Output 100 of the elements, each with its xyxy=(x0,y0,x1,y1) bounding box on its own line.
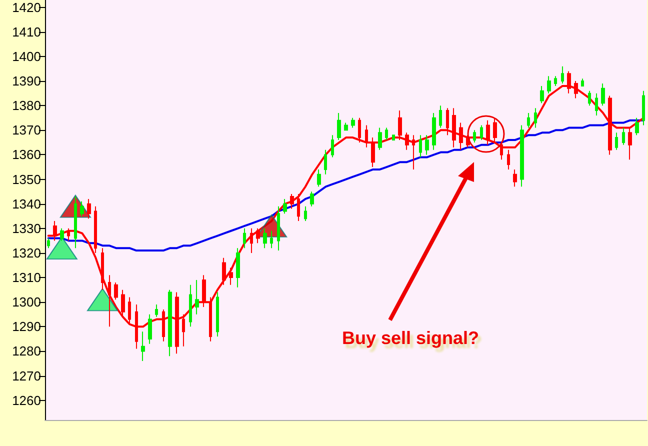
candlestick xyxy=(358,117,361,143)
candlestick xyxy=(520,124,524,188)
y-tick-label: 1260 xyxy=(12,392,41,408)
candlestick xyxy=(310,191,314,207)
candlestick xyxy=(371,137,375,168)
candlestick xyxy=(114,282,118,300)
candlestick xyxy=(608,95,612,156)
candlestick xyxy=(324,149,327,175)
y-tick-label: 1400 xyxy=(12,48,41,64)
candlestick xyxy=(378,127,382,150)
candlestick xyxy=(615,132,618,150)
candlestick xyxy=(80,200,84,217)
candlestick xyxy=(459,122,463,150)
candlestick xyxy=(290,194,294,210)
point xyxy=(86,288,118,312)
candlestick xyxy=(493,117,497,143)
candlestick xyxy=(513,168,517,188)
candlestick xyxy=(155,304,158,318)
candlestick xyxy=(60,228,64,242)
candlestick xyxy=(216,292,219,337)
candlestick xyxy=(642,90,645,126)
candlestick xyxy=(128,296,131,325)
candlestick xyxy=(256,228,260,244)
y-tick-label: 1300 xyxy=(12,294,41,310)
candlestick xyxy=(622,127,625,146)
candlestick xyxy=(425,134,429,156)
candlestick xyxy=(229,267,233,286)
candlestick xyxy=(588,90,591,106)
candlestick xyxy=(101,248,104,290)
y-tick-label: 1310 xyxy=(12,270,41,286)
candlestick xyxy=(452,108,456,148)
annotation: Buy sell signal? xyxy=(342,328,480,349)
candlestick xyxy=(250,228,253,254)
candlestick xyxy=(283,198,287,214)
y-tick-label: 1340 xyxy=(12,196,41,212)
candlestick xyxy=(561,66,564,84)
candlestick xyxy=(74,196,77,249)
candlestick xyxy=(195,280,199,315)
point xyxy=(46,236,78,260)
candlestick xyxy=(304,206,307,222)
candlestick xyxy=(412,134,415,170)
y-tick-label: 1420 xyxy=(12,0,41,15)
candlestick xyxy=(628,127,632,160)
candlestick xyxy=(222,257,226,286)
candlestick xyxy=(121,289,125,318)
candlestick xyxy=(419,134,422,158)
candlestick xyxy=(486,120,490,146)
candlestick xyxy=(47,238,50,249)
y-tick-label: 1320 xyxy=(12,245,41,260)
candlestick xyxy=(554,76,557,86)
candlestick xyxy=(189,284,192,328)
candlestick xyxy=(527,112,530,128)
candlestick xyxy=(202,274,206,308)
candlestick xyxy=(398,110,402,140)
candlestick xyxy=(601,83,605,106)
candlestick xyxy=(405,132,409,150)
candlestick xyxy=(500,142,503,160)
candlestick xyxy=(243,228,246,249)
candlestick xyxy=(432,112,436,150)
candlestick xyxy=(595,92,598,116)
candlestick xyxy=(263,228,267,249)
y-tick-label: 1410 xyxy=(12,24,41,40)
candlestick xyxy=(67,228,70,242)
candlestick xyxy=(480,124,483,140)
candlestick xyxy=(534,108,537,128)
candlestick xyxy=(473,130,476,143)
y-tick-label: 1370 xyxy=(12,122,41,138)
y-tick-label: 1350 xyxy=(12,172,41,187)
candlestick xyxy=(331,134,334,158)
candlestick xyxy=(344,122,348,131)
candlestick xyxy=(540,85,544,104)
candlestick xyxy=(635,117,639,136)
candlestick xyxy=(168,289,172,357)
candlestick xyxy=(297,194,300,222)
y-tick-label: 1290 xyxy=(12,319,41,334)
candlestick xyxy=(385,127,388,140)
candlestick xyxy=(94,206,97,254)
y-tick-label: 1360 xyxy=(12,147,41,162)
candlestick xyxy=(547,76,551,94)
candlestick xyxy=(581,78,584,86)
candlestick xyxy=(439,105,442,128)
candlestick xyxy=(148,314,152,344)
candlestick xyxy=(53,220,57,242)
candlestick xyxy=(270,230,273,249)
candlestick xyxy=(351,117,355,128)
candlestick xyxy=(236,248,240,288)
y-tick-label: 1330 xyxy=(12,220,41,236)
y-tick-label: 1380 xyxy=(12,98,41,114)
candlestick xyxy=(87,198,91,220)
candlestick xyxy=(507,149,510,170)
candlestick xyxy=(141,331,145,362)
y-tick-label: 1280 xyxy=(12,344,41,359)
candlestick xyxy=(365,124,368,148)
candlestick xyxy=(277,206,280,252)
candlestick xyxy=(392,134,395,140)
candlestick xyxy=(317,168,321,188)
y-tick-label: 1390 xyxy=(12,74,41,89)
candlestick xyxy=(446,108,449,136)
candlestick xyxy=(337,112,341,140)
y-tick-label: 1270 xyxy=(12,368,41,384)
